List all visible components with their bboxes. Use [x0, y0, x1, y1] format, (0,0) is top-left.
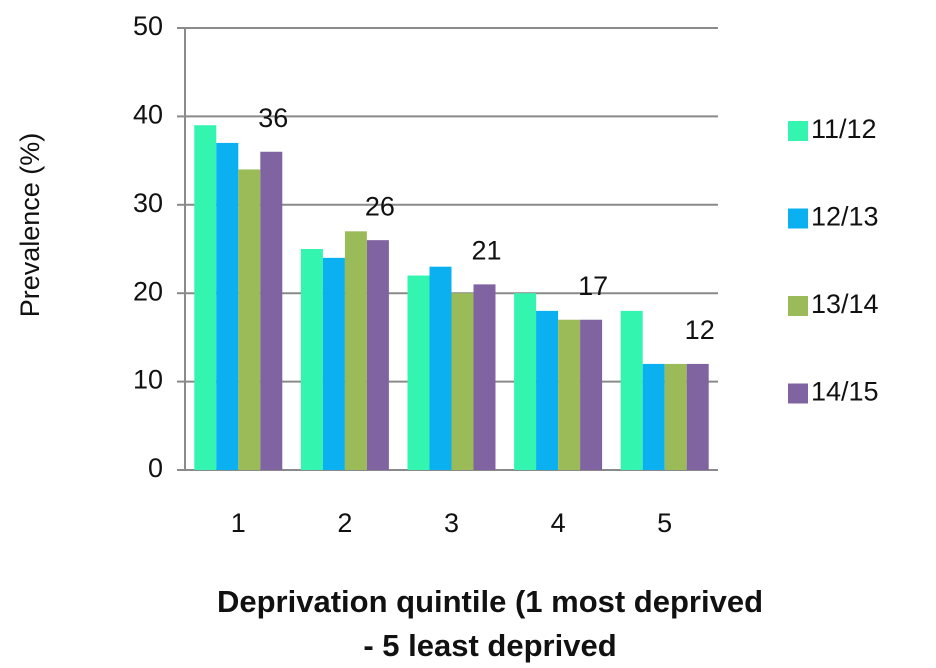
- legend-swatch: [788, 121, 808, 141]
- y-tick-label: 10: [133, 365, 163, 395]
- bar: [580, 319, 603, 470]
- bar: [620, 310, 643, 470]
- bar: [429, 266, 452, 470]
- y-tick-label: 50: [133, 11, 163, 41]
- bar: [473, 284, 496, 470]
- bar: [686, 363, 709, 470]
- legend-swatch: [788, 383, 808, 404]
- x-tick-label: 3: [444, 508, 459, 538]
- legend-swatch: [788, 296, 808, 316]
- data-label: 12: [685, 315, 715, 345]
- x-tick-label: 5: [657, 508, 672, 538]
- bar: [260, 151, 283, 470]
- bar: [366, 240, 389, 470]
- x-tick-label: 1: [231, 508, 246, 538]
- y-tick-label: 20: [133, 276, 163, 306]
- x-axis-label: - 5 least deprived: [363, 628, 616, 663]
- data-label: 21: [471, 235, 501, 265]
- bar: [407, 275, 430, 470]
- bar: [514, 293, 537, 470]
- bar: [344, 231, 367, 470]
- x-tick-label: 4: [551, 508, 566, 538]
- y-tick-label: 30: [133, 188, 163, 218]
- bar: [536, 310, 559, 470]
- data-label: 17: [578, 271, 608, 301]
- bar: [664, 363, 687, 470]
- bar: [194, 125, 217, 471]
- data-label: 36: [258, 103, 288, 133]
- bar: [642, 363, 665, 470]
- legend-label: 11/12: [811, 114, 877, 144]
- y-tick-label: 0: [148, 453, 163, 483]
- bar: [451, 293, 474, 470]
- bar: [300, 249, 323, 470]
- x-axis-label: Deprivation quintile (1 most deprived: [217, 584, 763, 619]
- bar: [558, 319, 581, 470]
- bar: [216, 142, 239, 471]
- legend-label: 13/14: [811, 289, 879, 319]
- legend-swatch: [788, 208, 808, 229]
- legend-label: 14/15: [811, 377, 879, 407]
- bar: [322, 257, 345, 470]
- y-axis-label: Prevalence (%): [15, 133, 45, 318]
- legend-label: 12/13: [811, 202, 879, 232]
- data-label: 26: [365, 191, 395, 221]
- y-tick-label: 40: [133, 100, 163, 130]
- bar: [238, 169, 261, 470]
- x-tick-label: 2: [337, 508, 352, 538]
